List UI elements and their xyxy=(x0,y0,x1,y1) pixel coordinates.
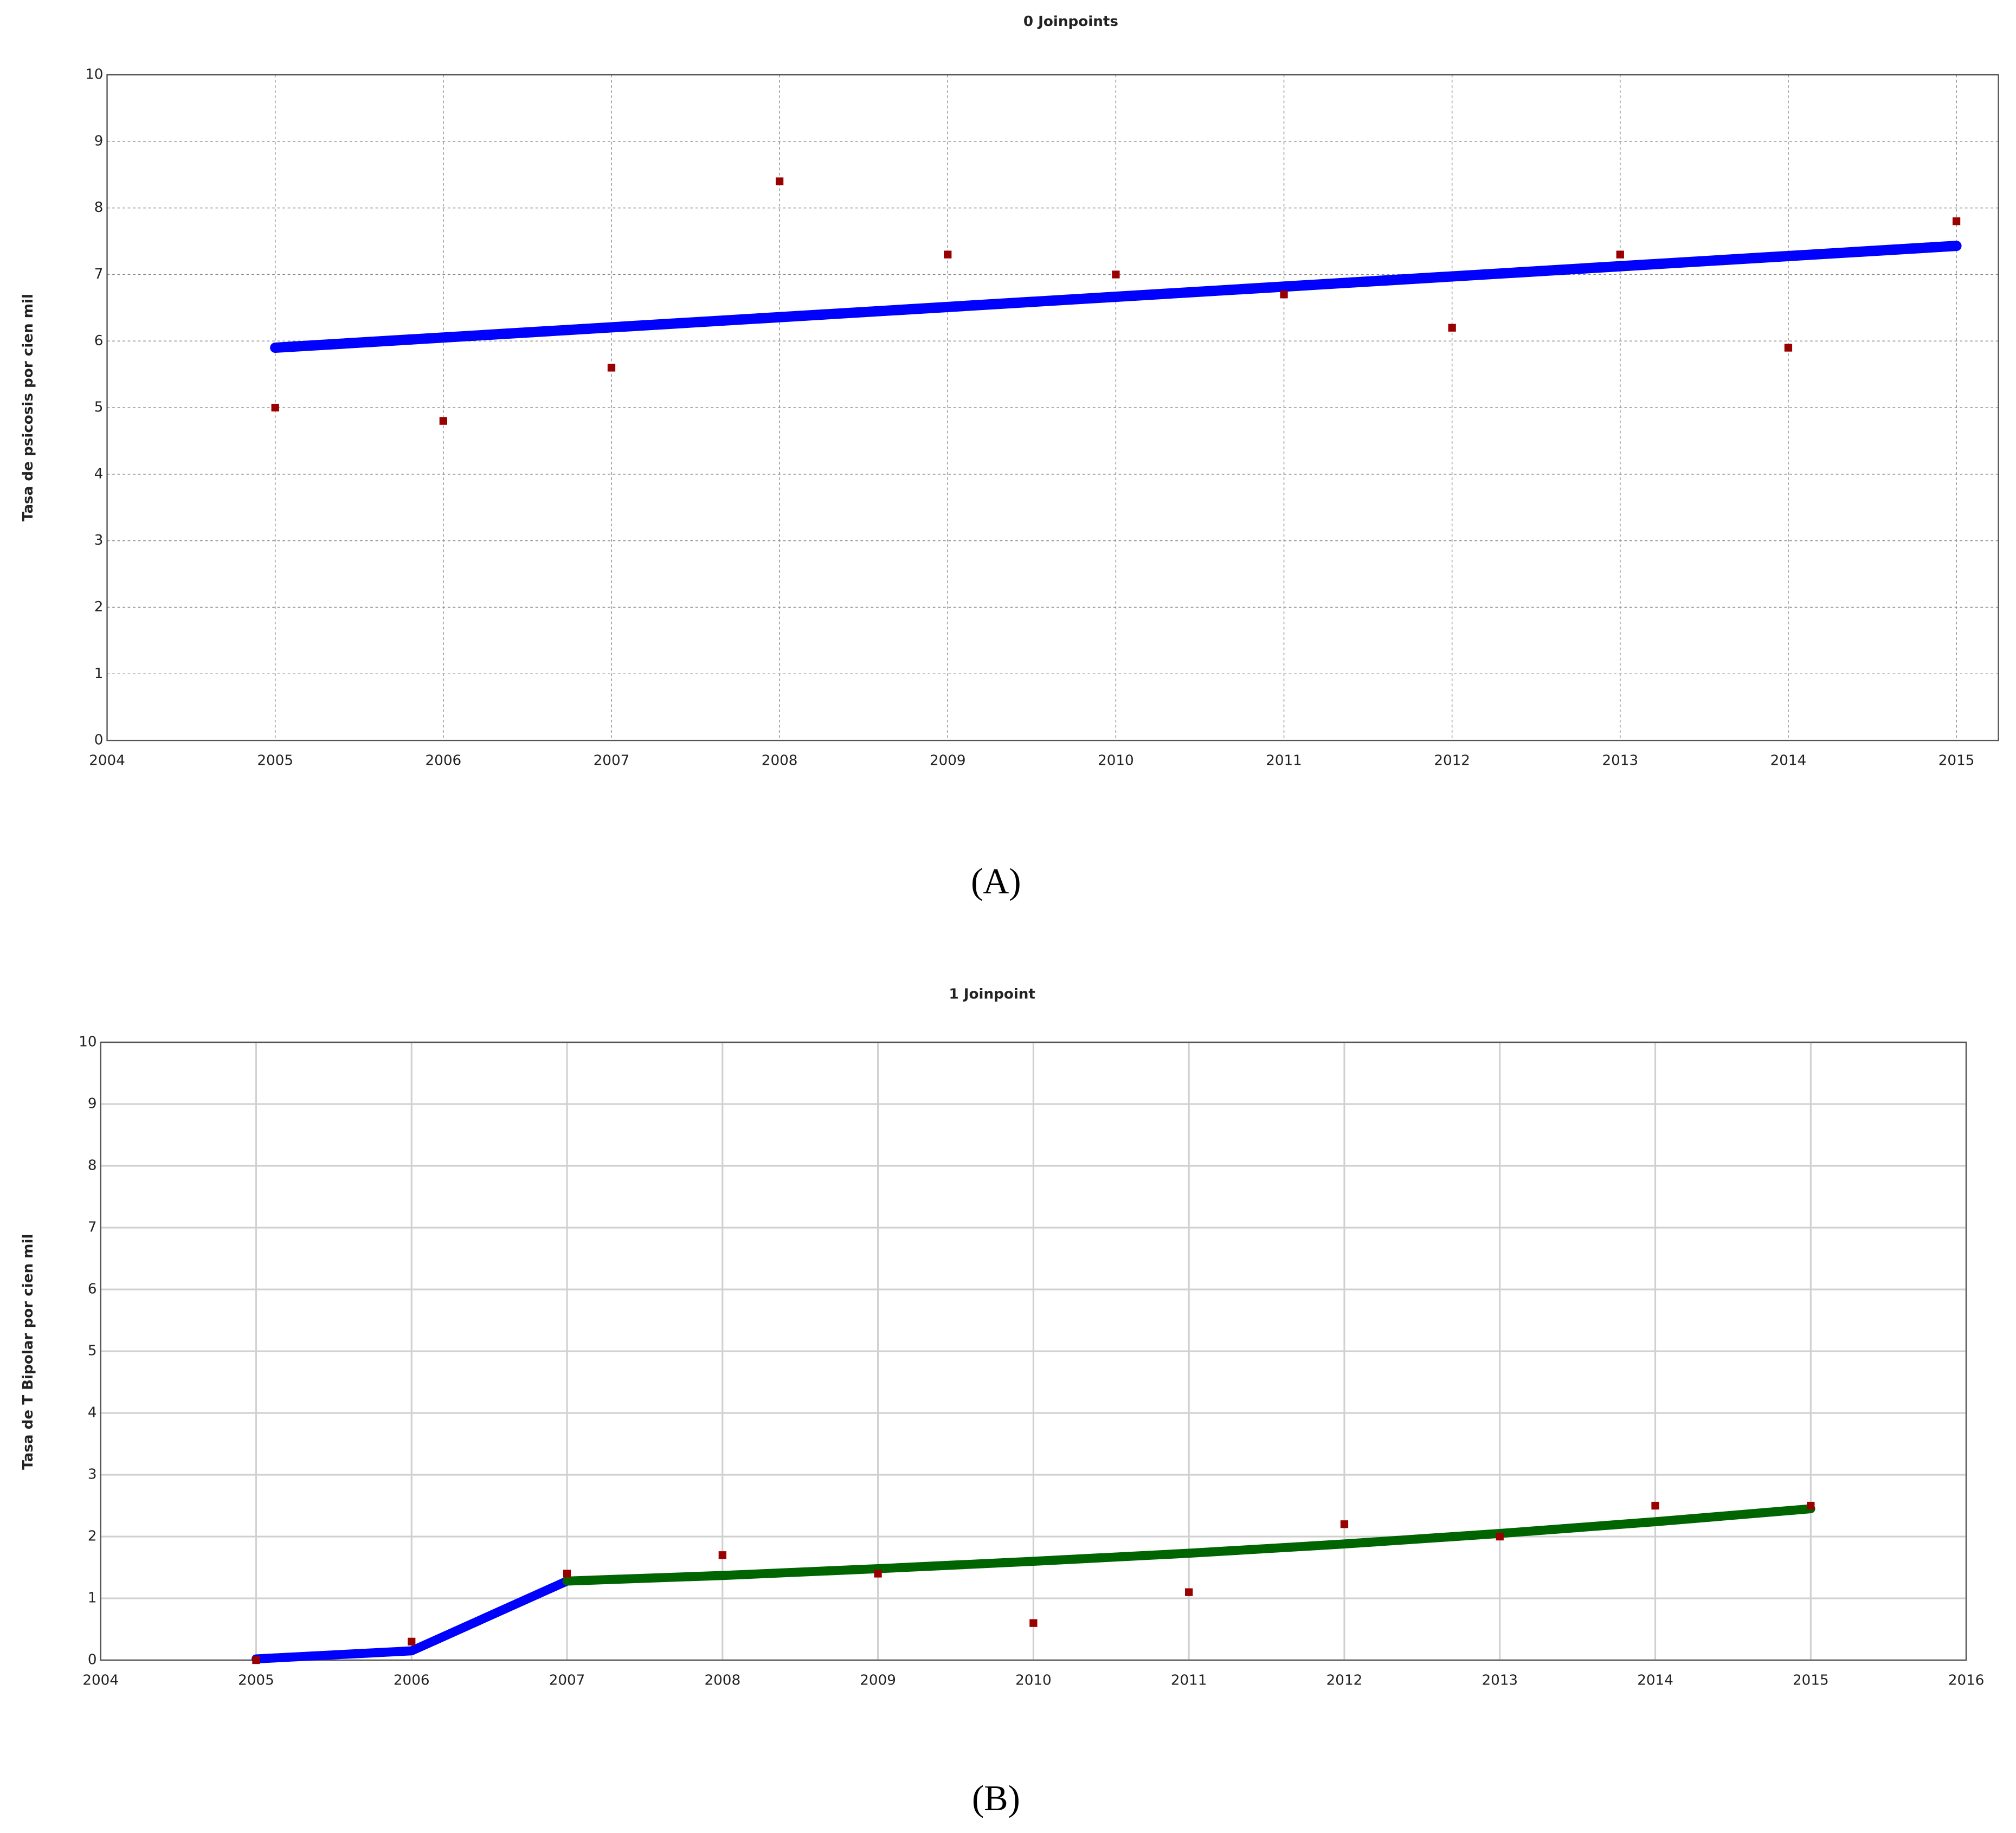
y-tick-label: 5 xyxy=(94,399,104,416)
data-point xyxy=(874,1570,882,1578)
caption: (A) xyxy=(971,862,1021,901)
y-tick-label: 9 xyxy=(94,133,104,149)
y-tick-label: 6 xyxy=(94,333,104,349)
x-tick-label: 2015 xyxy=(1938,753,1975,769)
x-tick-label: 2004 xyxy=(89,753,125,769)
y-tick-label: 0 xyxy=(88,1652,97,1668)
data-point xyxy=(1952,217,1961,225)
x-tick-label: 2013 xyxy=(1482,1673,1518,1689)
x-tick-label: 2012 xyxy=(1326,1673,1363,1689)
y-tick-label: 0 xyxy=(94,732,104,748)
x-tick-label: 2015 xyxy=(1793,1673,1829,1689)
y-tick-label: 8 xyxy=(94,199,104,216)
chart-title: 0 Joinpoints xyxy=(1023,14,1118,30)
x-tick-label: 2014 xyxy=(1637,1673,1673,1689)
x-tick-label: 2007 xyxy=(594,753,630,769)
x-tick-label: 2010 xyxy=(1015,1673,1052,1689)
data-point xyxy=(718,1551,726,1559)
chart: 0 1 2 3 4 5 6 7 8 9 10 2004 2005 2006 2007 2008 2009 2010… xyxy=(20,986,1985,1818)
caption: (B) xyxy=(972,1779,1020,1818)
fit-line xyxy=(270,241,1962,353)
x-tick-label: 2008 xyxy=(762,753,798,769)
plot-frame xyxy=(106,74,1999,741)
x-tick-label: 2012 xyxy=(1434,753,1470,769)
data-point xyxy=(1651,1501,1659,1510)
data-point xyxy=(1496,1532,1504,1541)
y-axis-label: Tasa de psicosis por cien mil xyxy=(20,294,36,521)
x-tick-label: 2011 xyxy=(1266,753,1302,769)
data-point xyxy=(1029,1619,1038,1627)
y-tick-label: 4 xyxy=(88,1405,97,1421)
chart: 0 1 2 3 4 5 6 7 8 9 10 2004 2005 2006 2007 2008 2009 2010… xyxy=(20,14,1999,901)
data-point xyxy=(563,1570,571,1578)
y-tick-label: 2 xyxy=(88,1528,97,1545)
x-tick-label: 2004 xyxy=(82,1673,119,1689)
x-tick-label: 2005 xyxy=(257,753,293,769)
plot-frame xyxy=(100,1041,1967,1661)
data-point xyxy=(1616,250,1624,259)
data-point xyxy=(1448,324,1456,332)
fit-line xyxy=(252,1576,572,1664)
x-tick-label: 2014 xyxy=(1770,753,1807,769)
y-tick-label: 7 xyxy=(94,266,104,282)
data-point xyxy=(252,1656,260,1664)
y-tick-label: 6 xyxy=(88,1281,97,1298)
x-tick-label: 2010 xyxy=(1098,753,1134,769)
data-point xyxy=(271,403,279,412)
x-tick-label: 2006 xyxy=(394,1673,430,1689)
data-point xyxy=(1340,1520,1349,1528)
fit-line xyxy=(562,1504,1815,1586)
y-tick-label: 7 xyxy=(88,1219,97,1236)
x-tick-label: 2009 xyxy=(860,1673,896,1689)
data-point xyxy=(1112,270,1120,279)
data-point xyxy=(944,250,952,259)
x-tick-label: 2005 xyxy=(238,1673,274,1689)
data-point xyxy=(1280,291,1288,299)
y-tick-label: 5 xyxy=(88,1343,97,1359)
y-tick-label: 10 xyxy=(85,67,103,83)
y-tick-label: 3 xyxy=(88,1467,97,1483)
x-tick-label: 2013 xyxy=(1602,753,1638,769)
x-tick-label: 2016 xyxy=(1948,1673,1985,1689)
data-point xyxy=(775,177,784,185)
x-tick-label: 2008 xyxy=(704,1673,740,1689)
x-tick-label: 2006 xyxy=(426,753,462,769)
data-point xyxy=(1185,1588,1193,1596)
x-tick-label: 2011 xyxy=(1171,1673,1207,1689)
data-point xyxy=(1784,344,1793,352)
y-tick-label: 2 xyxy=(94,599,104,615)
data-point xyxy=(408,1637,416,1645)
y-tick-label: 1 xyxy=(88,1590,97,1606)
y-tick-label: 10 xyxy=(79,1034,96,1050)
y-axis-label: Tasa de T Bipolar por cien mil xyxy=(20,1234,36,1470)
chart-title: 1 Joinpoint xyxy=(949,986,1035,1002)
x-tick-label: 2009 xyxy=(930,753,966,769)
y-tick-label: 3 xyxy=(94,532,104,548)
y-tick-label: 8 xyxy=(88,1158,97,1174)
y-tick-label: 1 xyxy=(94,666,104,682)
y-tick-label: 4 xyxy=(94,466,104,482)
data-point xyxy=(1807,1501,1815,1510)
x-tick-label: 2007 xyxy=(549,1673,585,1689)
data-point xyxy=(439,417,447,425)
data-point xyxy=(607,364,616,372)
y-tick-label: 9 xyxy=(88,1096,97,1112)
